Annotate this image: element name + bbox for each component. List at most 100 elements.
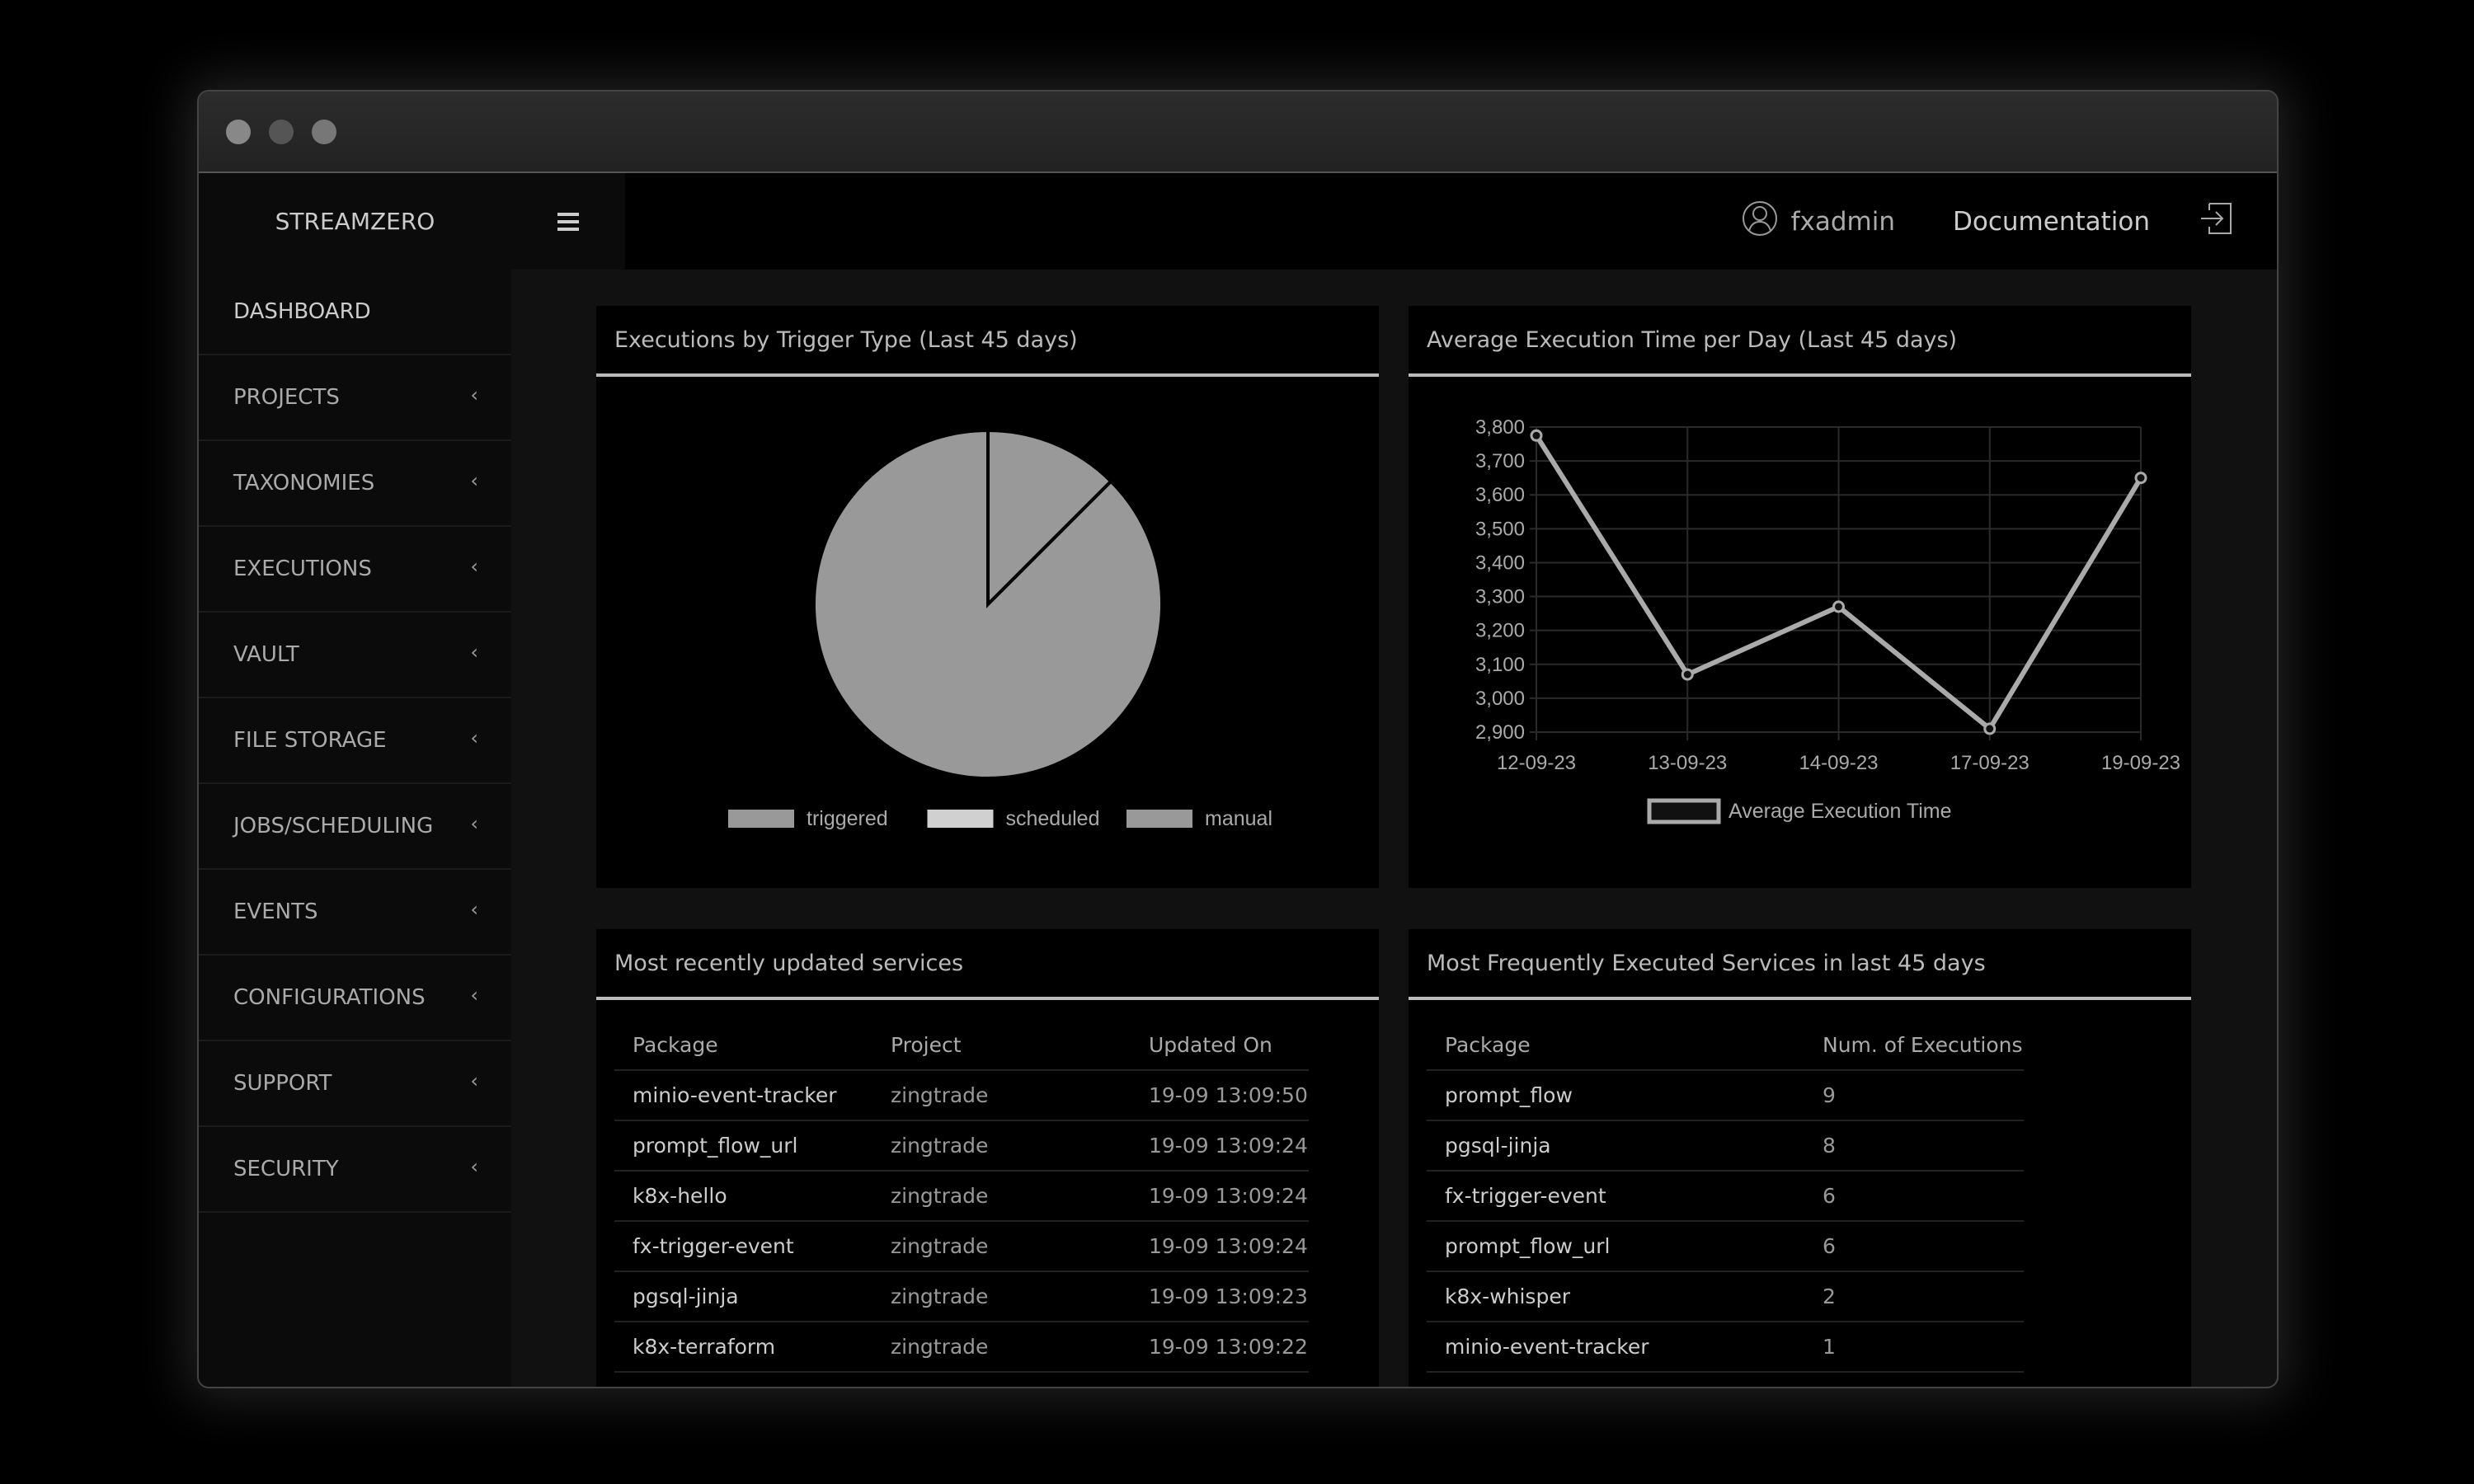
table-row[interactable]: pgsql-jinja 8 [1427, 1120, 2024, 1172]
column-header[interactable]: Updated On [1131, 1020, 1309, 1071]
sidebar-item-security[interactable]: SECURITY ‹ [199, 1127, 511, 1213]
table-cell: 6 [1804, 1171, 2024, 1222]
table-cell: 19-09 13:09:23 [1131, 1271, 1309, 1322]
table-row[interactable]: k8x-whisper 2 [1427, 1271, 2024, 1322]
table-cell: zingtrade [872, 1171, 1131, 1222]
y-tick-label: 3,100 [1475, 654, 1525, 676]
table-cell: zingtrade [872, 1322, 1131, 1373]
user-icon[interactable] [1742, 199, 1778, 245]
hamburger-icon[interactable] [511, 173, 625, 270]
table-cell: k8x-whisper [1427, 1271, 1804, 1322]
table-row[interactable]: prompt_flow 9 [1427, 1070, 2024, 1121]
x-tick-label: 13-09-23 [1648, 752, 1727, 774]
sidebar-item-file-storage[interactable]: FILE STORAGE ‹ [199, 698, 511, 784]
table-cell: 8 [1804, 1120, 2024, 1172]
maximize-window-button[interactable] [312, 120, 336, 144]
table-cell: k8x-terraform [614, 1322, 872, 1373]
sidebar-item-label: SECURITY [233, 1157, 339, 1181]
sidebar: DASHBOARD PROJECTS ‹ TAXONOMIES ‹ EXECUTIONS ‹… [199, 270, 511, 1387]
legend-swatch-scheduled[interactable] [927, 810, 994, 828]
table-cell: 2 [1804, 1271, 2024, 1322]
chevron-left-icon: ‹ [470, 726, 478, 749]
top-header: STREAMZERO fxadmin Documentation [199, 173, 2277, 270]
chevron-left-icon: ‹ [470, 1069, 478, 1092]
column-header[interactable]: Package [614, 1020, 872, 1071]
table-cell: prompt_flow_url [1427, 1221, 1804, 1272]
table-row[interactable]: k8x-terraform zingtrade 19-09 13:09:22 [614, 1322, 1309, 1373]
legend-label[interactable]: triggered [807, 807, 888, 830]
table-row[interactable]: minio-event-tracker 1 [1427, 1322, 2024, 1373]
user-menu[interactable]: fxadmin [1790, 206, 1896, 237]
column-header[interactable]: Package [1427, 1020, 1804, 1071]
table-row[interactable]: fx-trigger-event zingtrade 19-09 13:09:24 [614, 1221, 1309, 1272]
title-bar [199, 92, 2277, 173]
data-point[interactable] [1983, 722, 1997, 735]
frequent-services-card: Most Frequently Executed Services in las… [1409, 929, 2191, 1387]
close-window-button[interactable] [226, 120, 251, 144]
table-row[interactable]: fx-trigger-event 6 [1427, 1171, 2024, 1222]
sidebar-item-configurations[interactable]: CONFIGURATIONS ‹ [199, 956, 511, 1041]
y-tick-label: 3,500 [1475, 518, 1525, 540]
logout-icon[interactable] [2199, 200, 2236, 243]
data-point[interactable] [2134, 472, 2147, 485]
pie-chart: triggered scheduled manual [728, 428, 1272, 830]
chevron-left-icon: ‹ [470, 641, 478, 664]
y-tick-label: 3,800 [1475, 416, 1525, 439]
sidebar-item-executions[interactable]: EXECUTIONS ‹ [199, 527, 511, 613]
pie-slice-triggered[interactable] [986, 428, 1114, 608]
chevron-left-icon: ‹ [470, 898, 478, 921]
card-title: Most recently updated services [596, 929, 1379, 1000]
sidebar-item-projects[interactable]: PROJECTS ‹ [199, 355, 511, 441]
table-cell: 19-09 13:09:22 [1131, 1322, 1309, 1373]
column-header[interactable]: Num. of Executions [1804, 1020, 2024, 1071]
table-row[interactable]: prompt_flow_url zingtrade 19-09 13:09:24 [614, 1120, 1309, 1172]
data-point[interactable] [1681, 668, 1694, 681]
table-row[interactable]: k8x-hello zingtrade 19-09 13:09:24 [614, 1171, 1309, 1222]
table-cell: prompt_flow_url [614, 1120, 872, 1172]
table-row[interactable]: prompt_flow_url 6 [1427, 1221, 2024, 1272]
y-tick-label: 2,900 [1475, 721, 1525, 744]
y-tick-label: 3,000 [1475, 688, 1525, 710]
table-cell: pgsql-jinja [614, 1271, 872, 1322]
legend-swatch-manual[interactable] [1126, 810, 1192, 828]
chevron-left-icon: ‹ [470, 812, 478, 835]
app-window: STREAMZERO fxadmin Documentation DASHBOA… [197, 90, 2279, 1388]
table-cell: zingtrade [872, 1120, 1131, 1172]
sidebar-item-events[interactable]: EVENTS ‹ [199, 870, 511, 956]
x-tick-label: 17-09-23 [1950, 752, 2030, 774]
documentation-link[interactable]: Documentation [1953, 206, 2150, 237]
sidebar-item-support[interactable]: SUPPORT ‹ [199, 1041, 511, 1127]
sidebar-item-label: VAULT [233, 642, 299, 667]
data-point[interactable] [1832, 600, 1845, 613]
legend-label[interactable]: manual [1205, 807, 1272, 830]
legend-swatch-triggered[interactable] [728, 810, 794, 828]
sidebar-item-vault[interactable]: VAULT ‹ [199, 613, 511, 698]
legend-swatch[interactable] [1647, 798, 1721, 824]
chevron-left-icon: ‹ [470, 984, 478, 1007]
sidebar-item-label: EXECUTIONS [233, 556, 372, 581]
card-title: Executions by Trigger Type (Last 45 days… [596, 306, 1379, 377]
legend-label[interactable]: Average Execution Time [1729, 800, 1952, 823]
column-header[interactable]: Project [872, 1020, 1131, 1071]
sidebar-item-jobs-scheduling[interactable]: JOBS/SCHEDULING ‹ [199, 784, 511, 870]
table-cell: minio-event-tracker [1427, 1322, 1804, 1373]
data-point[interactable] [1530, 429, 1543, 442]
sidebar-item-dashboard[interactable]: DASHBOARD [199, 270, 511, 355]
chevron-left-icon: ‹ [470, 469, 478, 492]
chevron-left-icon: ‹ [470, 555, 478, 578]
pie-slice-manual[interactable] [812, 428, 1164, 780]
brand-logo[interactable]: STREAMZERO [199, 173, 511, 270]
x-tick-label: 12-09-23 [1497, 752, 1576, 774]
card-title: Most Frequently Executed Services in las… [1409, 929, 2191, 1000]
table-cell: 6 [1804, 1221, 2024, 1272]
table-cell: k8x-hello [614, 1171, 872, 1222]
minimize-window-button[interactable] [269, 120, 294, 144]
table-row[interactable]: pgsql-jinja zingtrade 19-09 13:09:23 [614, 1271, 1309, 1322]
chevron-left-icon: ‹ [470, 1155, 478, 1178]
sidebar-item-label: SUPPORT [233, 1071, 332, 1096]
sidebar-item-label: CONFIGURATIONS [233, 985, 426, 1010]
y-tick-label: 3,600 [1475, 484, 1525, 506]
legend-label[interactable]: scheduled [1006, 807, 1100, 830]
table-row[interactable]: minio-event-tracker zingtrade 19-09 13:09:… [614, 1070, 1309, 1121]
sidebar-item-taxonomies[interactable]: TAXONOMIES ‹ [199, 441, 511, 527]
